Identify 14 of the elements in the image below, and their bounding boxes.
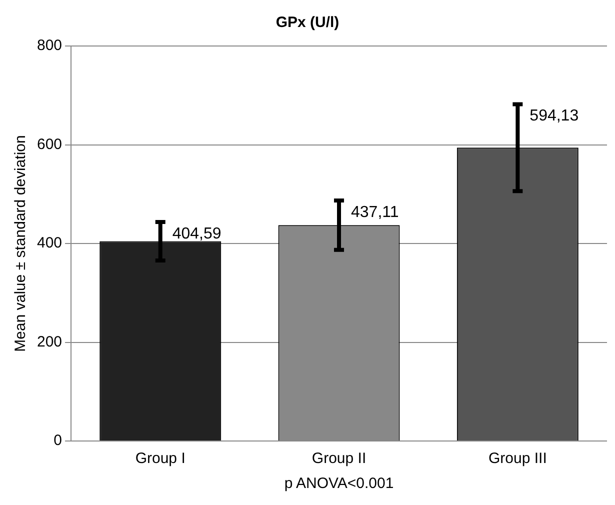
- x-tick-label: Group I: [135, 450, 186, 468]
- x-tick-label: Group III: [488, 450, 547, 468]
- data-label: 594,13: [530, 108, 579, 125]
- x-axis-title: p ANOVA<0.001: [284, 475, 394, 492]
- y-tick-label: 800: [36, 37, 62, 54]
- y-tick-label: 400: [36, 234, 62, 252]
- y-tick-label: 200: [36, 333, 62, 350]
- y-tick-label: 600: [36, 136, 62, 153]
- chart-title: GPx (U/l): [276, 14, 340, 32]
- x-tick-label: Group II: [312, 450, 366, 468]
- y-tick-label: 0: [54, 432, 62, 450]
- data-label: 437,11: [351, 204, 399, 221]
- data-label: 404,59: [172, 225, 222, 242]
- y-axis-title: Mean value ± standard deviation: [12, 135, 30, 352]
